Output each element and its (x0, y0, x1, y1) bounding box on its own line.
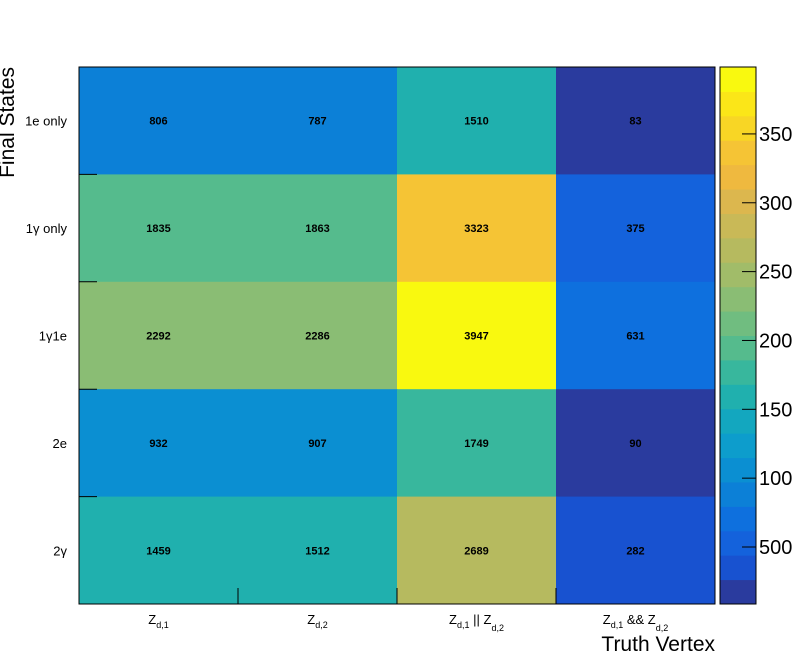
x-tick-label: Zd,1 && Zd,2 (603, 612, 669, 633)
heatmap-cell (397, 281, 557, 390)
heatmap-cell (79, 67, 239, 175)
heatmap-cell (79, 496, 239, 605)
y-axis-title: Final States (0, 67, 19, 178)
cell-value-label: 375 (626, 223, 644, 235)
colorbar-segment (720, 579, 756, 605)
colorbar-segment (720, 311, 756, 336)
x-axis-title: Truth Vertex (601, 633, 715, 656)
colorbar-segment (720, 115, 756, 141)
heatmap-cell (79, 389, 239, 498)
cell-value-label: 932 (149, 438, 167, 450)
heatmap-cell (79, 281, 239, 390)
cell-value-label: 1510 (464, 116, 488, 128)
cell-value-label: 282 (626, 545, 644, 557)
cell-value-label: 2286 (305, 331, 329, 343)
heatmap-cell (556, 496, 716, 605)
cell-value-label: 806 (149, 116, 167, 128)
cell-value-label: 1863 (305, 223, 329, 235)
heatmap-cell (238, 389, 398, 498)
heatmap-cell (238, 496, 398, 605)
colorbar-segment (720, 384, 756, 410)
cell-value-label: 3323 (464, 223, 488, 235)
y-tick-label: 2γ (53, 543, 67, 558)
heatmap-cell (397, 67, 557, 175)
heatmap-cell (238, 174, 398, 283)
colorbar-segment (720, 457, 756, 483)
x-tick-label: Zd,1 (148, 612, 168, 630)
colorbar-tick-label: 300 (759, 193, 792, 215)
y-tick-label: 1γ1e (39, 329, 67, 344)
heatmap-cell (556, 174, 716, 283)
heatmap-cell (397, 174, 557, 283)
colorbar-segment (720, 555, 756, 581)
colorbar-segment (720, 189, 756, 214)
colorbar-tick-label: 500 (759, 537, 792, 559)
color-scale-bar: 500 100 150 200 250 300 350 (719, 66, 792, 605)
colorbar-segment (720, 481, 756, 507)
heatmap-cell (556, 281, 716, 390)
cell-value-label: 1749 (464, 438, 488, 450)
cell-value-label: 1459 (146, 545, 170, 557)
heatmap-cell (238, 67, 398, 175)
cell-value-label: 631 (626, 331, 644, 343)
colorbar-segment (720, 433, 756, 459)
colorbar-segment (720, 262, 756, 288)
heatmap-cell (79, 174, 239, 283)
colorbar-segment (720, 67, 756, 92)
cell-value-label: 3947 (464, 331, 488, 343)
x-tick-label: Zd,1 || Zd,2 (449, 612, 504, 633)
heatmap-cell (556, 389, 716, 498)
colorbar-tick-label: 350 (759, 124, 792, 146)
cell-value-label: 2689 (464, 545, 488, 557)
colorbar-segment (720, 408, 756, 434)
colorbar-tick-label: 150 (759, 399, 792, 421)
heatmap-cells: 806 787 1510 83 1835 1863 3323 375 2292 2286 3947 6… (79, 67, 716, 605)
cell-value-label: 787 (308, 116, 326, 128)
x-tick-label: Zd,2 (307, 612, 327, 630)
cell-value-label: 907 (308, 438, 326, 450)
colorbar-segment (720, 506, 756, 532)
cell-value-label: 2292 (146, 331, 170, 343)
heatmap-cell (556, 67, 716, 175)
cell-value-label: 1835 (146, 223, 170, 235)
heatmap-cell (238, 281, 398, 390)
colorbar-segment (720, 237, 756, 263)
heatmap-cell (397, 389, 557, 498)
cell-value-label: 83 (629, 116, 641, 128)
x-axis-ticks: Zd,1 Zd,2 Zd,1 || Zd,2 Zd,1 && Zd,2 (78, 588, 716, 633)
colorbar-segment (720, 530, 756, 556)
colorbar-segment (720, 335, 756, 361)
colorbar-segment (720, 91, 756, 117)
colorbar-tick-label: 100 (759, 468, 792, 490)
y-axis-ticks: 1e only 1γ only 1γ1e 2e 2γ (25, 66, 97, 605)
y-tick-label: 2e (53, 436, 67, 451)
colorbar-segment (720, 286, 756, 312)
y-tick-label: 1e only (25, 114, 67, 129)
colorbar-tick-label: 200 (759, 330, 792, 352)
colorbar-frame (719, 66, 757, 605)
cell-value-label: 90 (629, 438, 641, 450)
heatmap-cell (397, 496, 557, 605)
colorbar-tick-label: 250 (759, 262, 792, 284)
colorbar-segment (720, 164, 756, 190)
colorbar-segment (720, 140, 756, 166)
colorbar-segment (720, 213, 756, 239)
colorbar-segment (720, 359, 756, 385)
cell-value-label: 1512 (305, 545, 329, 557)
y-tick-label: 1γ only (26, 221, 68, 236)
